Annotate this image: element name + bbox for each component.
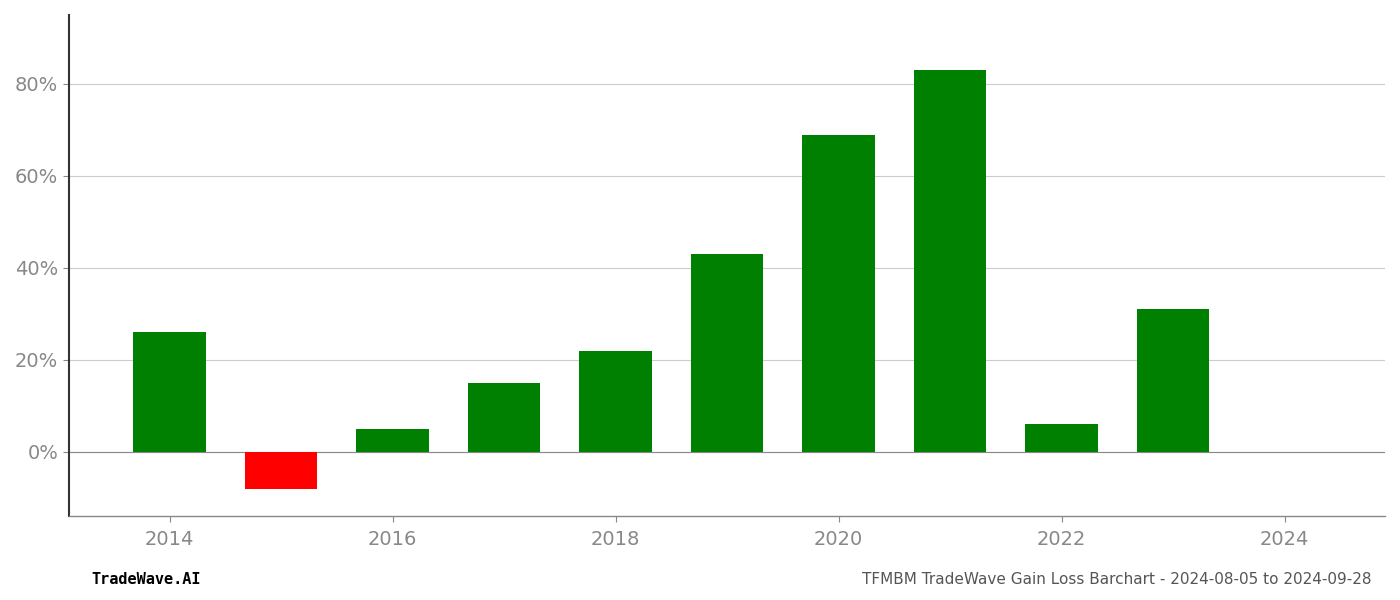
Bar <box>245 452 318 488</box>
Bar <box>692 254 763 452</box>
Bar <box>802 134 875 452</box>
Bar <box>468 383 540 452</box>
Bar <box>1137 309 1210 452</box>
Bar <box>914 70 987 452</box>
Bar <box>580 350 652 452</box>
Bar <box>133 332 206 452</box>
Text: TFMBM TradeWave Gain Loss Barchart - 2024-08-05 to 2024-09-28: TFMBM TradeWave Gain Loss Barchart - 202… <box>862 572 1372 587</box>
Bar <box>1025 424 1098 452</box>
Text: TradeWave.AI: TradeWave.AI <box>91 572 200 587</box>
Bar <box>357 429 428 452</box>
